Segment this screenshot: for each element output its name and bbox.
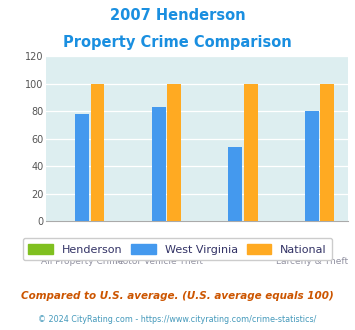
Bar	[244, 83, 258, 221]
Text: 2007 Henderson: 2007 Henderson	[110, 8, 245, 23]
Bar	[152, 107, 166, 221]
Bar	[167, 83, 181, 221]
Text: Arson: Arson	[223, 243, 248, 252]
Bar	[75, 114, 89, 221]
Text: All Property Crime: All Property Crime	[41, 257, 123, 266]
Text: Property Crime Comparison: Property Crime Comparison	[63, 35, 292, 50]
Text: © 2024 CityRating.com - https://www.cityrating.com/crime-statistics/: © 2024 CityRating.com - https://www.city…	[38, 315, 317, 324]
Legend: Henderson, West Virginia, National: Henderson, West Virginia, National	[23, 238, 332, 260]
Text: Larceny & Theft: Larceny & Theft	[276, 257, 348, 266]
Text: Compared to U.S. average. (U.S. average equals 100): Compared to U.S. average. (U.S. average …	[21, 291, 334, 301]
Text: Motor Vehicle Theft: Motor Vehicle Theft	[115, 257, 203, 266]
Bar	[305, 111, 319, 221]
Bar	[228, 147, 242, 221]
Bar	[91, 83, 104, 221]
Text: Burglary: Burglary	[140, 243, 178, 252]
Bar	[321, 83, 334, 221]
